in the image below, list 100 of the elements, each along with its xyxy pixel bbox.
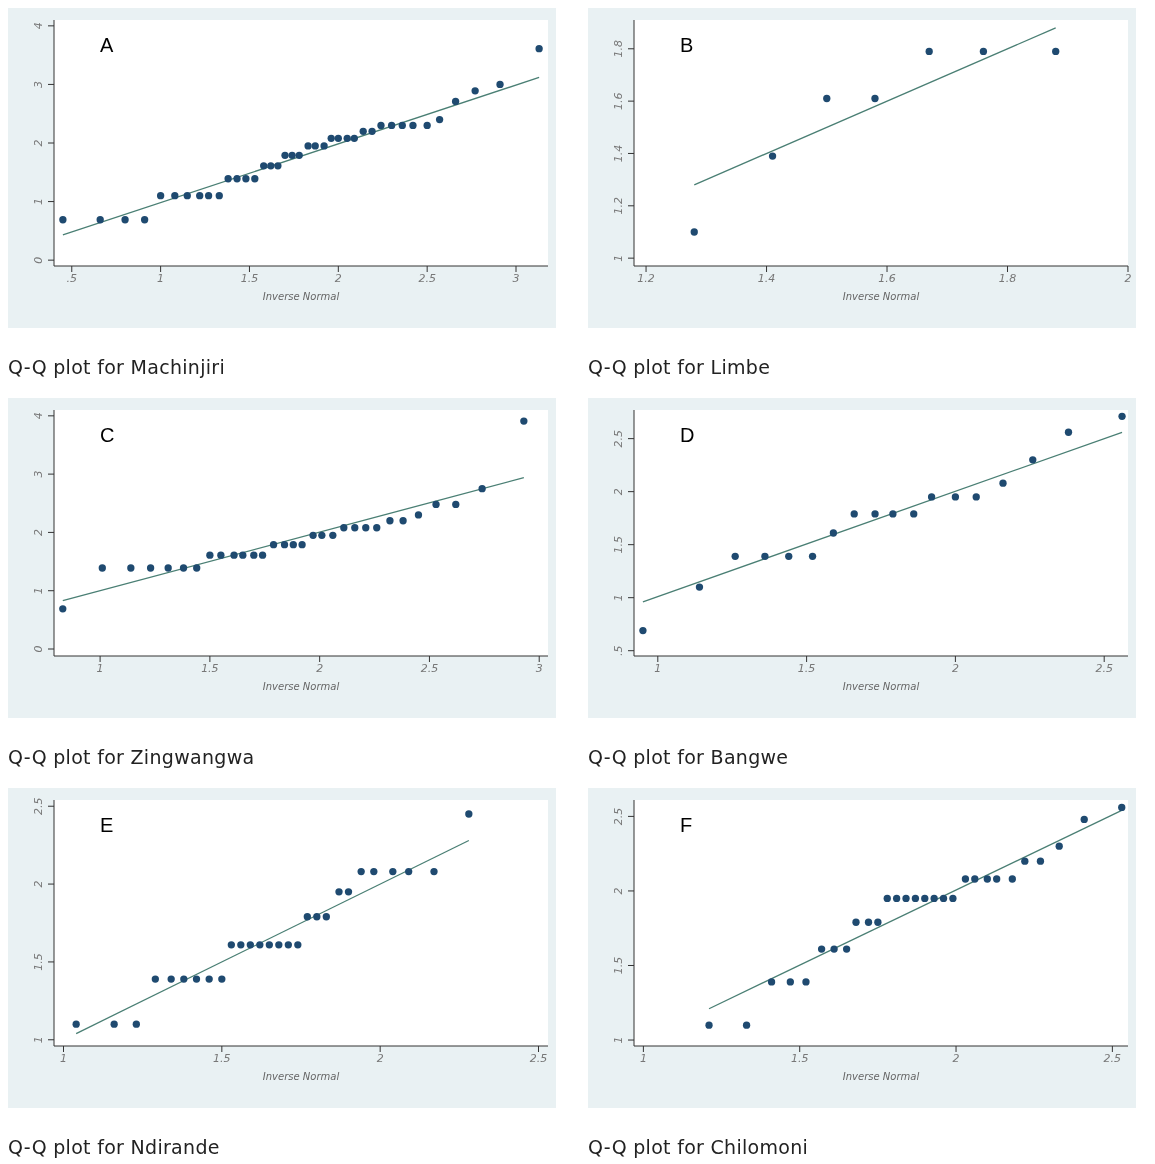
point [164, 564, 172, 572]
point [329, 531, 337, 539]
point [362, 524, 370, 532]
point [59, 605, 67, 613]
point [409, 121, 417, 130]
point [258, 551, 267, 559]
point [322, 913, 330, 921]
text: Q-Q plot for Limbe [588, 356, 772, 378]
point [250, 551, 258, 559]
point [281, 151, 289, 159]
x-tick-label: 2.5 [418, 271, 436, 285]
point [204, 192, 213, 200]
y-tick-label: 2.5 [32, 797, 45, 815]
point [72, 1020, 80, 1028]
x-axis-title: Inverse Normal [262, 681, 340, 692]
y-tick-label: 1.6 [612, 92, 625, 110]
y-tick-label: 1 [612, 594, 625, 602]
y-tick-label: 1 [32, 1036, 45, 1044]
point [357, 867, 365, 876]
point [377, 121, 385, 130]
point [340, 524, 348, 532]
text: Q-Q plot for Bangwe [588, 746, 790, 768]
point [871, 94, 879, 103]
point [298, 541, 306, 549]
point [808, 552, 817, 560]
point [351, 524, 359, 532]
point [289, 541, 297, 549]
point [399, 517, 407, 525]
point [690, 228, 698, 236]
point [1064, 428, 1073, 436]
point [830, 945, 838, 953]
annotation: D [680, 424, 695, 447]
y-tick-label: 2 [612, 887, 625, 895]
point [999, 479, 1007, 487]
point [993, 875, 1001, 883]
point [971, 875, 979, 883]
point [196, 192, 204, 200]
y-tick-label: 1 [612, 254, 625, 262]
y-tick-label: 1.4 [612, 144, 625, 163]
point [979, 47, 988, 56]
y-tick-label: 2 [32, 880, 45, 888]
point [1118, 412, 1126, 421]
point [496, 80, 504, 89]
point [761, 552, 769, 560]
x-tick-label: 1.5 [790, 1051, 809, 1065]
y-tick-label: .5 [612, 645, 625, 656]
point [902, 894, 910, 903]
point [344, 888, 353, 896]
x-tick-label: 1.6 [878, 271, 896, 285]
point [335, 888, 343, 896]
point [205, 975, 213, 983]
point [889, 510, 897, 518]
point [842, 945, 851, 953]
x-tick-label: 2.5 [420, 661, 439, 675]
point [256, 941, 264, 949]
point [237, 941, 245, 949]
point [167, 975, 175, 983]
point [452, 500, 460, 509]
point [802, 978, 810, 986]
point [146, 564, 155, 572]
y-tick-label: 2.5 [612, 807, 625, 826]
point [156, 192, 165, 200]
point [151, 975, 159, 983]
point [267, 162, 275, 170]
point [110, 1020, 118, 1028]
point [389, 867, 397, 876]
point [370, 867, 378, 876]
point [318, 531, 326, 539]
x-tick-label: 2 [316, 661, 324, 675]
point [430, 867, 438, 876]
point [925, 47, 933, 56]
annotation: A [100, 34, 114, 57]
point [368, 127, 376, 135]
text: Q-Q plot for Ndirande [8, 1136, 221, 1158]
point [96, 216, 104, 224]
y-tick-label: 4 [32, 412, 45, 420]
y-tick-label: 0 [32, 645, 45, 653]
point [132, 1020, 140, 1028]
x-tick-label: 2 [376, 1051, 384, 1065]
x-tick-label: 1.5 [213, 1051, 231, 1065]
point [864, 918, 873, 926]
point [961, 875, 970, 883]
point [767, 978, 776, 986]
point [98, 564, 106, 572]
point [1118, 803, 1126, 812]
point [233, 175, 241, 183]
x-tick-label: 2 [334, 271, 342, 285]
point [387, 121, 396, 130]
point [260, 162, 268, 170]
point [471, 87, 479, 95]
x-tick-label: 2 [1124, 271, 1132, 285]
point [269, 541, 278, 549]
point [817, 945, 826, 953]
y-tick-label: 4 [32, 22, 45, 30]
point [127, 564, 135, 572]
point [239, 551, 247, 559]
text: Q-Q plot for Chilomoni [588, 1136, 810, 1158]
point [230, 551, 238, 559]
point [171, 192, 179, 200]
point [1052, 47, 1060, 56]
